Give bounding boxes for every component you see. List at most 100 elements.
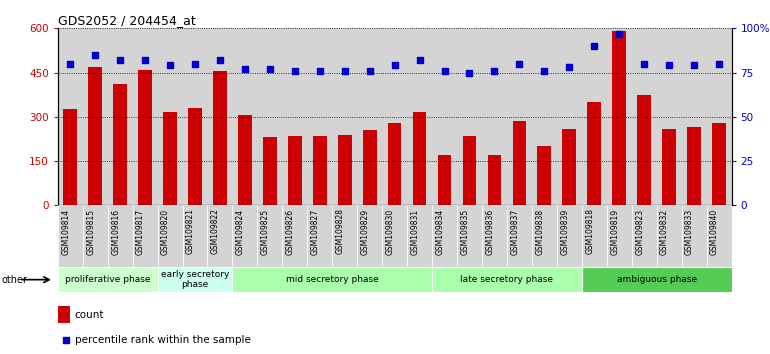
Bar [432,267,582,292]
Bar [382,205,407,267]
Bar [158,28,182,205]
Point [713,61,725,67]
Text: percentile rank within the sample: percentile rank within the sample [75,335,250,344]
Text: GSM109833: GSM109833 [685,209,694,255]
Bar [662,129,676,205]
Bar [707,28,732,205]
Text: GSM109832: GSM109832 [660,209,669,255]
Bar [338,135,352,205]
Bar [532,28,557,205]
Text: GSM109815: GSM109815 [86,209,95,255]
Text: GSM109814: GSM109814 [62,209,70,255]
Bar [707,205,732,267]
Bar [482,28,507,205]
Bar [407,28,432,205]
Bar [432,28,457,205]
Bar [108,205,132,267]
Point [114,57,126,63]
Text: late secretory phase: late secretory phase [460,275,554,284]
Bar [638,95,651,205]
Text: count: count [75,310,104,320]
Point [164,63,176,68]
Text: GSM109840: GSM109840 [710,209,719,255]
Text: GSM109823: GSM109823 [635,209,644,255]
Bar [557,205,582,267]
Bar [257,205,283,267]
Text: GSM109828: GSM109828 [336,209,345,255]
Bar [283,28,307,205]
Point [438,68,450,74]
Bar [507,28,532,205]
Point [89,52,102,58]
Bar [132,28,158,205]
Text: GSM109835: GSM109835 [460,209,470,255]
Text: other: other [2,275,28,285]
Bar [681,28,707,205]
Point [538,68,551,74]
Bar [413,113,427,205]
Text: mid secretory phase: mid secretory phase [286,275,379,284]
Bar [482,205,507,267]
Point [313,68,326,74]
Text: GSM109839: GSM109839 [561,209,569,255]
Point [363,68,376,74]
Bar [313,136,326,205]
Bar [631,28,657,205]
Bar [582,28,607,205]
Text: GSM109827: GSM109827 [311,209,320,255]
Bar [158,205,182,267]
Text: GSM109834: GSM109834 [436,209,444,255]
Bar [513,121,526,205]
Point [688,63,700,68]
Bar [607,205,631,267]
Bar [588,102,601,205]
Bar [108,28,132,205]
Text: GSM109825: GSM109825 [261,209,270,255]
Bar [89,67,102,205]
Bar [712,123,726,205]
Bar [213,71,227,205]
Bar [382,28,407,205]
Bar [507,205,532,267]
Text: GSM109824: GSM109824 [236,209,245,255]
Bar [113,84,127,205]
Text: GDS2052 / 204454_at: GDS2052 / 204454_at [58,14,196,27]
Point [663,63,675,68]
Text: early secretory
phase: early secretory phase [161,270,229,289]
Bar [233,205,257,267]
Text: GSM109820: GSM109820 [161,209,170,255]
Bar [257,28,283,205]
Bar [457,205,482,267]
Bar [562,129,576,205]
Bar [58,28,82,205]
Text: GSM109822: GSM109822 [211,209,220,255]
Bar [537,146,551,205]
Text: GSM109829: GSM109829 [360,209,370,255]
Point [64,61,76,67]
Bar [307,205,332,267]
Point [588,43,601,49]
Bar [582,267,732,292]
Bar [612,31,626,205]
Point [388,63,400,68]
Bar [357,28,382,205]
Bar [657,205,681,267]
Text: GSM109818: GSM109818 [585,209,594,255]
Point [413,57,426,63]
Bar [607,28,631,205]
Bar [582,205,607,267]
Text: GSM109830: GSM109830 [386,209,394,255]
Point [464,70,476,75]
Bar [407,205,432,267]
Bar [182,28,207,205]
Bar [233,267,432,292]
Bar [182,205,207,267]
Text: GSM109819: GSM109819 [610,209,619,255]
Point [514,61,526,67]
Bar [657,28,681,205]
Bar [58,306,70,323]
Bar [432,205,457,267]
Bar [58,267,158,292]
Bar [681,205,707,267]
Point [488,68,500,74]
